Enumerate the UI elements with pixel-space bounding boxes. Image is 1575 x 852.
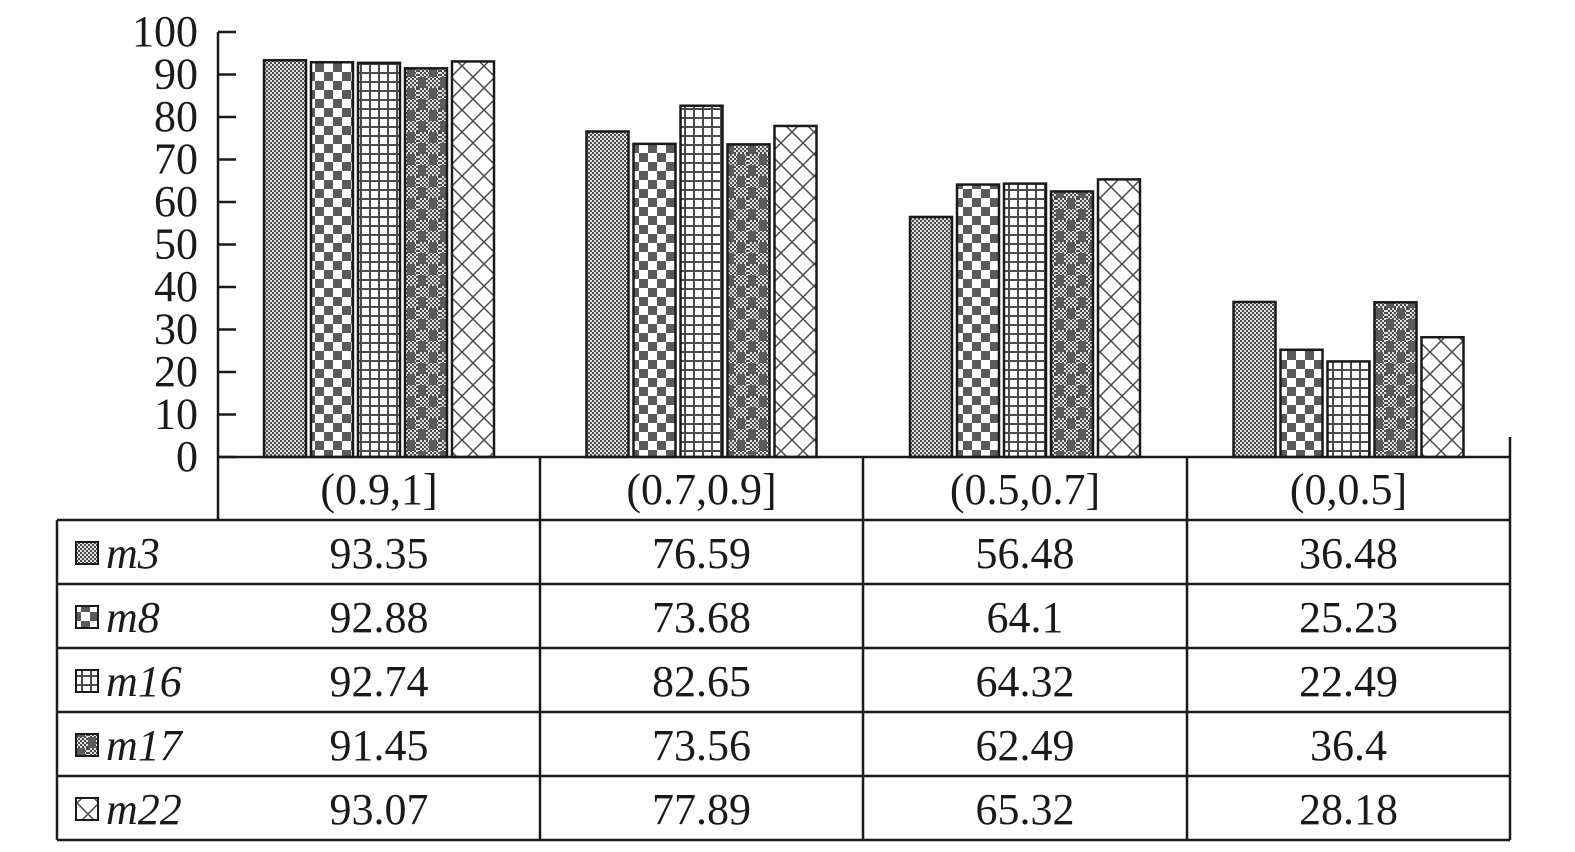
category-label: (0.7,0.9]	[626, 465, 776, 514]
bar-m3-0	[262, 59, 308, 459]
series-label-m17: m17	[106, 721, 184, 770]
bar-m16-0	[356, 61, 402, 459]
y-tick-label: 60	[154, 177, 198, 226]
series-label-m16: m16	[106, 657, 182, 706]
table-cell-value: 73.68	[652, 593, 751, 642]
bar-m8-1	[632, 142, 677, 459]
y-tick-label: 100	[132, 7, 198, 56]
legend-swatch-m8	[75, 605, 99, 629]
y-tick-label: 50	[154, 220, 198, 269]
bar-m22-2	[1096, 178, 1142, 459]
category-label: (0,0.5]	[1290, 465, 1407, 514]
table-cell-value: 91.45	[330, 721, 429, 770]
table-cell-value: 25.23	[1299, 593, 1398, 642]
y-tick-label: 80	[154, 92, 198, 141]
table-cell-value: 64.32	[976, 657, 1075, 706]
table-cell-value: 64.1	[987, 593, 1064, 642]
bar-m8-0	[309, 61, 355, 459]
series-label-m8: m8	[106, 593, 160, 642]
data-table: (0.9,1] (0.7,0.9] (0.5,0.7] (0,0.5] m3 93.35 7…	[55, 437, 1512, 842]
bar-m22-0	[450, 60, 496, 459]
bar-m17-2	[1049, 190, 1095, 459]
table-cell-value: 22.49	[1299, 657, 1398, 706]
bar-m16-3	[1326, 360, 1371, 459]
bar-m3-1	[585, 130, 630, 459]
y-tick-label: 40	[154, 262, 198, 311]
bar-m22-1	[773, 124, 818, 459]
bar-m17-3	[1373, 301, 1418, 459]
legend-swatch-m3	[75, 541, 99, 565]
table-cell-value: 62.49	[976, 721, 1075, 770]
bar-m3-2	[908, 215, 954, 459]
series-label-m3: m3	[106, 529, 160, 578]
y-tick-label: 90	[154, 50, 198, 99]
bar-m17-1	[726, 143, 771, 459]
table-cell-value: 92.88	[330, 593, 429, 642]
table-cell-value: 36.4	[1310, 721, 1387, 770]
bar-m22-3	[1420, 335, 1465, 459]
bar-m17-0	[403, 67, 449, 459]
table-cell-value: 92.74	[330, 657, 429, 706]
table-cell-value: 56.48	[976, 529, 1075, 578]
series-label-m22: m22	[106, 785, 182, 834]
legend-swatch-m16	[75, 669, 99, 693]
table-cell-value: 36.48	[1299, 529, 1398, 578]
y-tick-label: 70	[154, 135, 198, 184]
legend-swatch-m22	[75, 797, 99, 821]
legend-swatch-m17	[75, 733, 99, 757]
table-cell-value: 93.35	[330, 529, 429, 578]
category-label: (0.5,0.7]	[950, 465, 1100, 514]
y-tick-label: 20	[154, 347, 198, 396]
y-tick-label: 0	[176, 432, 198, 481]
table-cell-value: 93.07	[330, 785, 429, 834]
bars	[262, 59, 1465, 459]
table-cell-value: 82.65	[652, 657, 751, 706]
bar-m8-2	[955, 183, 1001, 459]
y-tick-label: 30	[154, 305, 198, 354]
table-cell-value: 65.32	[976, 785, 1075, 834]
table-cell-value: 76.59	[652, 529, 751, 578]
y-tick-label: 10	[154, 390, 198, 439]
category-label: (0.9,1]	[320, 465, 437, 514]
bar-m8-3	[1279, 348, 1324, 459]
bar-m16-2	[1002, 182, 1048, 459]
table-cell-value: 28.18	[1299, 785, 1398, 834]
table-cell-value: 73.56	[652, 721, 751, 770]
table-cell-value: 77.89	[652, 785, 751, 834]
bar-m16-1	[679, 104, 724, 459]
bar-m3-3	[1232, 300, 1277, 459]
